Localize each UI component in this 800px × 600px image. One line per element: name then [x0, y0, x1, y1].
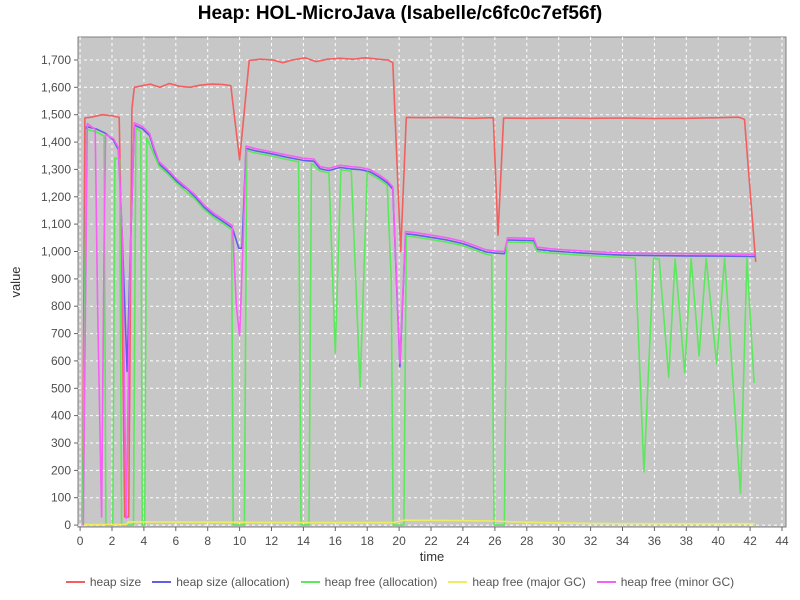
y-tick-label: 0	[64, 518, 71, 532]
legend-item: heap free (allocation)	[300, 575, 438, 589]
x-tick-label: 42	[743, 534, 757, 548]
y-tick-label: 1,000	[41, 245, 71, 259]
x-tick-label: 32	[584, 534, 598, 548]
x-tick-label: 18	[361, 534, 375, 548]
x-tick-label: 14	[297, 534, 311, 548]
x-tick-label: 4	[141, 534, 148, 548]
x-tick-label: 22	[424, 534, 438, 548]
legend-label: heap size	[89, 575, 142, 589]
legend-line-swatch	[448, 581, 468, 583]
legend-item: heap free (minor GC)	[596, 575, 735, 589]
y-tick-label: 900	[51, 272, 71, 286]
x-tick-label: 0	[77, 534, 84, 548]
chart-title: Heap: HOL-MicroJava (Isabelle/c6fc0c7ef5…	[197, 3, 603, 24]
x-tick-label: 2	[109, 534, 116, 548]
y-tick-label: 600	[51, 354, 71, 368]
legend-line-swatch	[596, 581, 616, 583]
legend-label: heap free (minor GC)	[620, 575, 735, 589]
y-tick-label: 1,400	[41, 135, 71, 149]
y-tick-label: 200	[51, 463, 71, 477]
y-tick-label: 1,600	[41, 80, 71, 94]
x-tick-label: 26	[488, 534, 502, 548]
series-heap-free-allocation	[81, 127, 755, 526]
y-axis-title: value	[8, 266, 23, 297]
y-tick-label: 100	[51, 491, 71, 505]
y-tick-label: 1,500	[41, 108, 71, 122]
x-tick-label: 44	[775, 534, 789, 548]
legend-label: heap free (allocation)	[324, 575, 438, 589]
legend-line-swatch	[152, 581, 172, 583]
x-tick-label: 24	[456, 534, 470, 548]
legend-line-swatch	[300, 581, 320, 583]
legend-label: heap free (major GC)	[472, 575, 586, 589]
x-tick-label: 16	[329, 534, 343, 548]
x-tick-label: 30	[552, 534, 566, 548]
y-tick-label: 500	[51, 381, 71, 395]
x-tick-label: 40	[712, 534, 726, 548]
y-tick-label: 1,100	[41, 217, 71, 231]
y-tick-label: 300	[51, 436, 71, 450]
x-tick-label: 8	[204, 534, 211, 548]
x-tick-label: 34	[616, 534, 630, 548]
x-tick-label: 6	[172, 534, 179, 548]
x-tick-label: 28	[520, 534, 534, 548]
y-tick-label: 800	[51, 299, 71, 313]
y-tick-label: 400	[51, 409, 71, 423]
y-tick-label: 700	[51, 327, 71, 341]
legend-item: heap size (allocation)	[152, 575, 290, 589]
plot-background	[77, 36, 787, 528]
x-tick-label: 38	[680, 534, 694, 548]
legend-item: heap free (major GC)	[448, 575, 586, 589]
x-axis-title: time	[420, 549, 445, 564]
legend-line-swatch	[65, 581, 85, 583]
legend-label: heap size (allocation)	[176, 575, 290, 589]
x-tick-label: 20	[392, 534, 406, 548]
series-heap-free-minor-gc	[82, 122, 755, 526]
y-tick-label: 1,700	[41, 53, 71, 67]
x-tick-label: 36	[648, 534, 662, 548]
chart-legend: heap size heap size (allocation) heap free…	[0, 575, 800, 589]
x-tick-label: 10	[233, 534, 247, 548]
plot-canvas: 0 2 4 6 8 10 12 14 16 18 20 22 24 26 28 30 32 34 36 38 40 42 4…	[8, 36, 789, 564]
y-tick-label: 1,300	[41, 162, 71, 176]
x-tick-label: 12	[265, 534, 279, 548]
y-tick-label: 1,200	[41, 190, 71, 204]
series-heap-size	[81, 56, 757, 522]
series-heap-free-major-gc	[82, 519, 755, 526]
legend-item: heap size	[65, 575, 142, 589]
